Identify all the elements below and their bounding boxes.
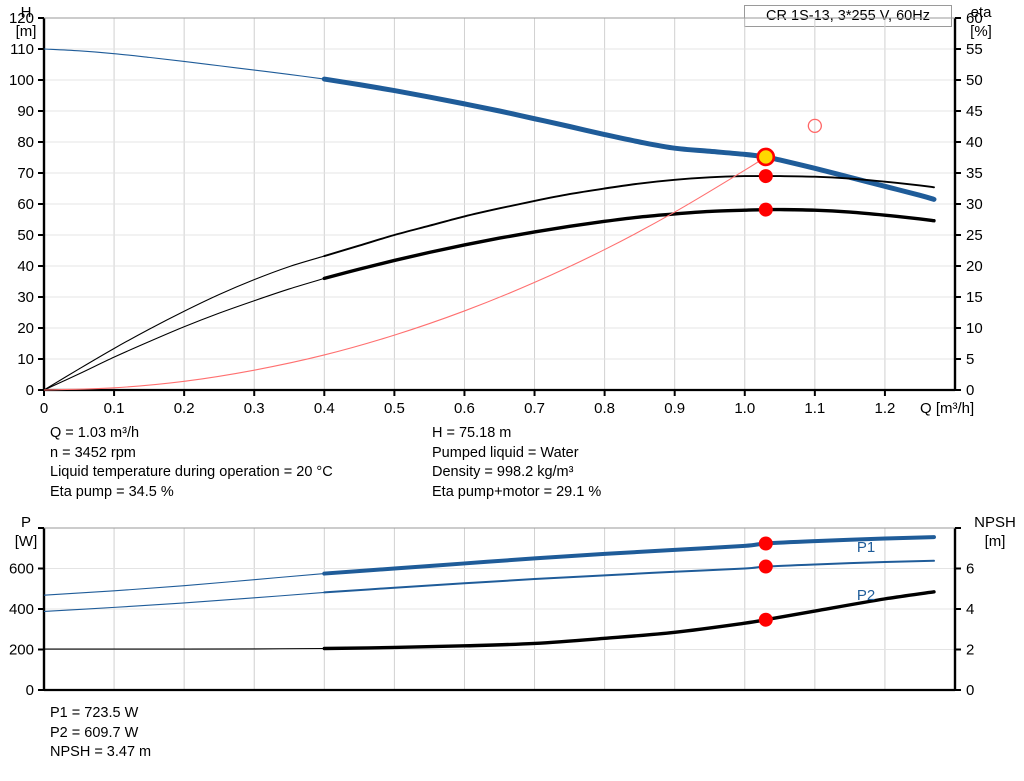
y-axis-unit-left: [m]	[16, 23, 37, 40]
x-tick-label: 0.9	[664, 400, 685, 417]
y-tick-label-right-lower: 2	[966, 642, 974, 659]
operating-data-right: H = 75.18 m Pumped liquid = Water Density …	[432, 424, 601, 502]
curve-h-head--thick	[321, 76, 937, 202]
y-tick-label-left: 30	[17, 289, 34, 306]
y-tick-label-right: 30	[966, 196, 983, 213]
y-tick-label-left-lower: 600	[9, 561, 34, 578]
y-tick-label-left: 20	[17, 320, 34, 337]
y-tick-label-right-lower: 0	[966, 682, 974, 699]
y-axis-unit-right-lower: [m]	[985, 533, 1006, 550]
operating-data-right-line-0: H = 75.18 m	[432, 425, 512, 441]
y-tick-label-left-lower: 200	[9, 642, 34, 659]
x-tick-label: 0	[40, 400, 48, 417]
duty-point-eta-pump-motor	[758, 202, 773, 217]
duty-point-head	[756, 147, 776, 167]
x-tick-label: 1.0	[734, 400, 755, 417]
y-tick-label-left: 0	[26, 382, 34, 399]
y-tick-label-right: 45	[966, 103, 983, 120]
y-axis-unit-left-lower: [W]	[15, 533, 38, 550]
operating-data-right-line-1: Pumped liquid = Water	[432, 444, 579, 461]
y-tick-label-left: 10	[17, 351, 34, 368]
curve-eta-pump-thick	[323, 175, 935, 258]
y-axis-title-right-lower: NPSH	[974, 514, 1016, 531]
power-npsh-data-line-0: P1 = 723.5 W	[50, 705, 139, 721]
y-axis-unit-right: [%]	[970, 23, 992, 40]
y-tick-label-right: 15	[966, 289, 983, 306]
curve-label-p2: P2	[857, 587, 875, 604]
x-tick-label: 0.1	[104, 400, 125, 417]
y-tick-label-left: 70	[17, 165, 34, 182]
x-tick-label: 0.5	[384, 400, 405, 417]
curve-p2-lower-thick	[323, 559, 935, 594]
y-tick-label-left: 40	[17, 258, 34, 275]
duty-point-p2	[758, 559, 773, 574]
y-tick-label-left: 100	[9, 72, 34, 89]
curve-system-curve	[43, 156, 767, 391]
y-tick-label-right-lower: 6	[966, 561, 974, 578]
curve-h-head--thin	[43, 48, 325, 80]
y-tick-label-right: 55	[966, 41, 983, 58]
y-tick-label-right-lower: 4	[966, 601, 974, 618]
x-tick-label: 1.2	[874, 400, 895, 417]
y-tick-label-right: 5	[966, 351, 974, 368]
y-tick-label-left: 60	[17, 196, 34, 213]
x-tick-label: 0.8	[594, 400, 615, 417]
y-axis-title-right: eta	[971, 4, 993, 21]
y-tick-label-left: 80	[17, 134, 34, 151]
y-tick-label-right: 20	[966, 258, 983, 275]
y-tick-label-right: 25	[966, 227, 983, 244]
duty-point-eta-pump	[758, 169, 773, 184]
power-npsh-data: P1 = 723.5 W P2 = 609.7 W NPSH = 3.47 m	[50, 704, 151, 763]
operating-data-right-line-3: Eta pump+motor = 29.1 %	[432, 483, 602, 500]
y-tick-label-left: 110	[10, 41, 34, 58]
curve-label-p1: P1	[857, 539, 875, 556]
curve-npsh-lower-thick	[322, 590, 936, 651]
y-tick-label-left: 90	[17, 103, 34, 120]
y-tick-label-right: 10	[966, 320, 983, 337]
x-tick-label: 0.7	[524, 400, 545, 417]
y-axis-title-left: H	[21, 4, 32, 21]
operating-data-right-line-2: Density = 998.2 kg/m³	[432, 464, 574, 480]
operating-data-left-line-3: Eta pump = 34.5 %	[50, 483, 174, 500]
x-tick-label: 1.1	[804, 400, 825, 417]
curve-p1-lower-thick	[322, 535, 936, 576]
y-tick-label-right: 60	[966, 10, 983, 27]
y-axis-title-left-lower: P	[21, 514, 31, 531]
operating-data-left: Q = 1.03 m³/h n = 3452 rpm Liquid temperat…	[50, 424, 333, 502]
y-tick-label-left-lower: 400	[9, 601, 34, 618]
curve-eta-pump-motor-thick	[322, 207, 936, 281]
reference-point-open	[807, 118, 822, 134]
x-axis-title: Q [m³/h]	[920, 400, 974, 417]
curve-eta-pump-thin	[43, 255, 325, 391]
x-tick-label: 0.6	[454, 400, 475, 417]
y-tick-label-left: 120	[9, 10, 34, 27]
operating-data-left-line-0: Q = 1.03 m³/h	[50, 425, 140, 441]
curve-p2-lower-thin	[43, 591, 325, 612]
x-tick-label: 0.4	[314, 400, 335, 417]
curve-p1-lower-thin	[43, 573, 325, 596]
y-tick-label-right: 35	[966, 165, 983, 182]
power-npsh-data-line-1: P2 = 609.7 W	[50, 724, 139, 741]
y-tick-label-right: 50	[966, 72, 983, 89]
pump-model-title: CR 1S-13, 3*255 V, 60Hz	[766, 8, 930, 24]
pump-model-title-box: CR 1S-13, 3*255 V, 60Hz	[744, 5, 952, 27]
x-tick-label: 0.3	[244, 400, 265, 417]
y-tick-label-left-lower: 0	[26, 682, 34, 699]
x-tick-label: 0.2	[174, 400, 195, 417]
power-npsh-data-line-2: NPSH = 3.47 m	[50, 744, 152, 760]
operating-data-left-line-2: Liquid temperature during operation = 20…	[50, 464, 333, 480]
y-tick-label-right: 40	[966, 134, 983, 151]
curve-eta-pump-motor-thin	[43, 277, 325, 391]
y-tick-label-left: 50	[17, 227, 34, 244]
duty-point-p1	[758, 536, 773, 551]
operating-data-left-line-1: n = 3452 rpm	[50, 444, 136, 461]
duty-point-npsh	[758, 612, 773, 627]
y-tick-label-right: 0	[966, 382, 974, 399]
curve-npsh-lower-thin	[44, 647, 325, 650]
